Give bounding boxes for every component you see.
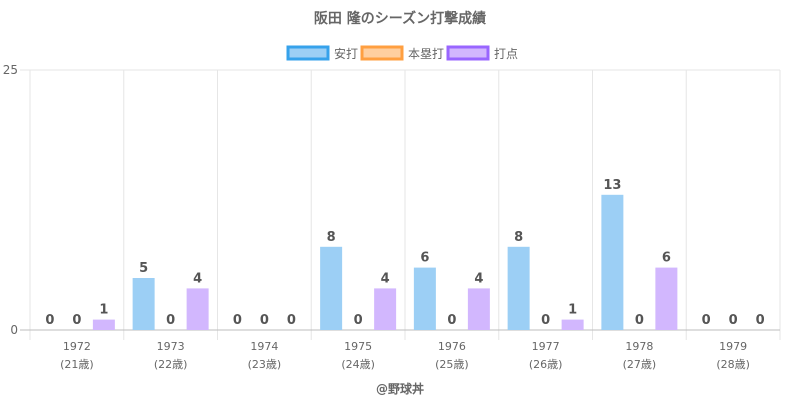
bar-1977-2 <box>561 319 584 330</box>
data-label-1973-0: 5 <box>139 261 148 276</box>
data-label-1972-2: 1 <box>99 303 108 318</box>
bar-1978-0 <box>601 194 624 330</box>
data-label-1974-2: 0 <box>287 313 296 328</box>
bar-1978-2 <box>655 267 678 330</box>
x-tick-sublabel: (25歳) <box>435 358 469 371</box>
bar-1977-0 <box>507 246 530 330</box>
data-label-1972-1: 0 <box>72 313 81 328</box>
x-tick-label: 1975 <box>344 340 372 353</box>
data-label-1978-1: 0 <box>635 313 644 328</box>
data-labels: 0 0 1 5 0 4 0 0 0 8 0 4 6 0 4 8 0 1 13 0 6 0 0 0 <box>45 178 764 328</box>
x-tick-label: 1978 <box>625 340 653 353</box>
x-tick-sublabel: (21歳) <box>60 358 94 371</box>
data-label-1975-2: 4 <box>381 271 390 286</box>
legend-swatch-0 <box>286 45 330 61</box>
data-label-1977-0: 8 <box>514 230 523 245</box>
x-tick-label: 1973 <box>157 340 185 353</box>
legend[interactable]: 安打 本塁打 打点 <box>286 45 518 61</box>
x-tick-label: 1977 <box>532 340 560 353</box>
legend-swatch-1 <box>360 45 404 61</box>
footer-credit: @野球丼 <box>376 381 424 396</box>
data-label-1978-2: 6 <box>662 251 671 266</box>
data-label-1979-0: 0 <box>702 313 711 328</box>
bar-1975-0 <box>320 246 343 330</box>
x-tick-sublabel: (24歳) <box>341 358 375 371</box>
data-label-1974-1: 0 <box>260 313 269 328</box>
legend-label-1: 本塁打 <box>408 47 444 61</box>
legend-label-2: 打点 <box>494 47 518 61</box>
bar-1973-0 <box>132 278 155 330</box>
data-label-1973-1: 0 <box>166 313 175 328</box>
x-tick-label: 1974 <box>250 340 278 353</box>
chart-title: 阪田 隆のシーズン打撃成績 <box>314 10 486 27</box>
data-label-1976-2: 4 <box>474 271 483 286</box>
x-tick-label: 1976 <box>438 340 466 353</box>
x-tick-sublabel: (28歳) <box>716 358 750 371</box>
data-label-1976-1: 0 <box>447 313 456 328</box>
y-axis: 0 25 <box>3 63 18 337</box>
data-label-1975-0: 8 <box>327 230 336 245</box>
x-tick-sublabel: (26歳) <box>529 358 563 371</box>
x-axis: 1972 (21歳) 1973 (22歳) 1974 (23歳) 1975 (24歳) 1976… <box>60 340 750 371</box>
x-tick-sublabel: (23歳) <box>248 358 282 371</box>
x-tick-label: 1979 <box>719 340 747 353</box>
x-tick-label: 1972 <box>63 340 91 353</box>
legend-swatch-2 <box>446 45 490 61</box>
data-label-1977-1: 0 <box>541 313 550 328</box>
y-tick-label: 25 <box>3 63 18 77</box>
data-label-1977-2: 1 <box>568 303 577 318</box>
data-label-1979-2: 0 <box>756 313 765 328</box>
bars <box>92 194 678 330</box>
data-label-1972-0: 0 <box>45 313 54 328</box>
bar-1976-0 <box>413 267 436 330</box>
data-label-1979-1: 0 <box>729 313 738 328</box>
bar-1975-2 <box>374 288 397 330</box>
bar-1973-2 <box>186 288 209 330</box>
bar-1972-2 <box>92 319 115 330</box>
data-label-1978-0: 13 <box>603 178 621 193</box>
legend-label-0: 安打 <box>334 46 358 61</box>
x-tick-sublabel: (27歳) <box>623 358 657 371</box>
bar-1976-2 <box>467 288 490 330</box>
data-label-1975-1: 0 <box>354 313 363 328</box>
data-label-1974-0: 0 <box>233 313 242 328</box>
data-label-1973-2: 4 <box>193 271 202 286</box>
x-tick-sublabel: (22歳) <box>154 358 188 371</box>
data-label-1976-0: 6 <box>420 251 429 266</box>
y-tick-label: 0 <box>10 323 18 337</box>
